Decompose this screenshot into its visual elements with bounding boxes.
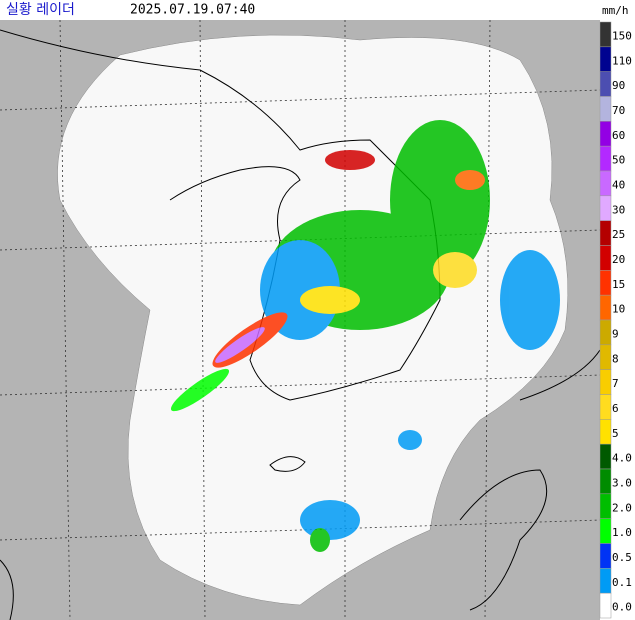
precipitation xyxy=(170,120,560,552)
coastlines xyxy=(0,29,601,620)
legend-swatch xyxy=(599,96,612,122)
legend-swatch xyxy=(599,592,612,619)
legend-label: 150 xyxy=(612,29,632,42)
legend-label: 0.1 xyxy=(612,576,632,589)
legend-swatch xyxy=(599,121,612,147)
legend-swatch xyxy=(599,419,612,445)
legend-label: 20 xyxy=(612,253,625,266)
legend-swatch xyxy=(599,369,612,395)
timestamp: 2025.07.19.07:40 xyxy=(130,3,255,18)
legend-label: 70 xyxy=(612,104,625,117)
legend-swatch xyxy=(599,145,612,172)
legend-label: 5 xyxy=(612,427,619,440)
legend-label: 4.0 xyxy=(612,452,632,465)
legend-label: 110 xyxy=(612,54,632,67)
legend-label: 9 xyxy=(612,327,619,340)
legend-swatch xyxy=(599,245,612,271)
unit: mm/h xyxy=(602,4,629,17)
legend-swatch xyxy=(599,543,612,569)
legend-label: 60 xyxy=(612,129,625,142)
legend-label: 25 xyxy=(612,228,625,241)
legend-swatch xyxy=(599,270,612,296)
legend-swatch xyxy=(599,294,612,321)
legend-swatch xyxy=(599,46,612,72)
legend-swatch xyxy=(599,568,612,594)
legend-label: 50 xyxy=(612,154,625,167)
legend-swatch xyxy=(599,394,612,420)
legend-swatch xyxy=(599,170,612,197)
legend-label: 7 xyxy=(612,377,619,390)
legend-label: 3.0 xyxy=(612,476,632,489)
legend-label: 40 xyxy=(612,178,625,191)
legend-swatch xyxy=(599,468,612,495)
legend: 150 110 90 70 60 50 40 30 25 20 15 10 9 8 7 6 5 4.0 3.0 2.0… xyxy=(599,20,635,620)
legend-swatch xyxy=(599,344,612,370)
legend-label: 1.0 xyxy=(612,526,632,539)
legend-label: 0.5 xyxy=(612,551,632,564)
legend-swatch xyxy=(599,493,612,519)
legend-label: 2.0 xyxy=(612,501,632,514)
header-bar xyxy=(0,0,635,20)
legend-swatch xyxy=(599,71,612,97)
legend-label: 90 xyxy=(612,79,625,92)
legend-label: 6 xyxy=(612,402,619,415)
title: 실황 레이더 xyxy=(6,2,75,18)
legend-label: 8 xyxy=(612,352,619,365)
legend-label: 15 xyxy=(612,278,625,291)
legend-swatch xyxy=(599,518,612,544)
legend-swatch xyxy=(599,220,612,246)
legend-swatch xyxy=(599,21,612,48)
legend-label: 0.0 xyxy=(612,601,632,614)
legend-swatch xyxy=(599,319,612,346)
legend-swatch xyxy=(599,195,612,221)
legend-label: 10 xyxy=(612,303,625,316)
legend-label: 30 xyxy=(612,203,625,216)
legend-swatch xyxy=(599,443,612,470)
